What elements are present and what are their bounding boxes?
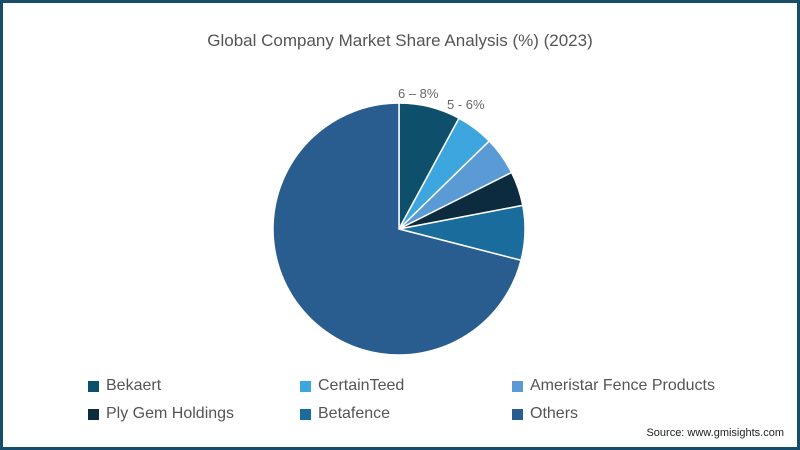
source-note: Source: www.gmisights.com [646,427,784,439]
legend-swatch [88,408,99,420]
chart-title: Global Company Market Share Analysis (%)… [207,31,593,50]
legend-label: Bekaert [106,377,162,394]
legend-label: Ply Gem Holdings [106,405,235,422]
legend-swatch [300,408,311,420]
legend-label: Others [530,405,579,422]
legend-item-ameristar: Ameristar Fence Products [512,377,715,395]
legend-swatch [88,380,99,392]
legend-swatch [512,408,523,420]
legend-item-others: Others [512,405,578,423]
legend-swatch [512,380,523,392]
legend-label: Ameristar Fence Products [530,377,715,394]
annotation-bekaert: 6 – 8% [398,86,439,101]
legend-item-bekaert: Bekaert [88,377,161,395]
pie-slice-others [272,102,522,356]
legend-item-plygem: Ply Gem Holdings [88,405,234,423]
annotation-certainteed: 5 - 6% [447,97,485,112]
legend-item-betafence: Betafence [300,405,390,423]
legend-label: CertainTeed [318,377,405,394]
legend-label: Betafence [318,405,391,422]
legend-item-certainteed: CertainTeed [300,377,404,395]
legend-swatch [300,380,311,392]
